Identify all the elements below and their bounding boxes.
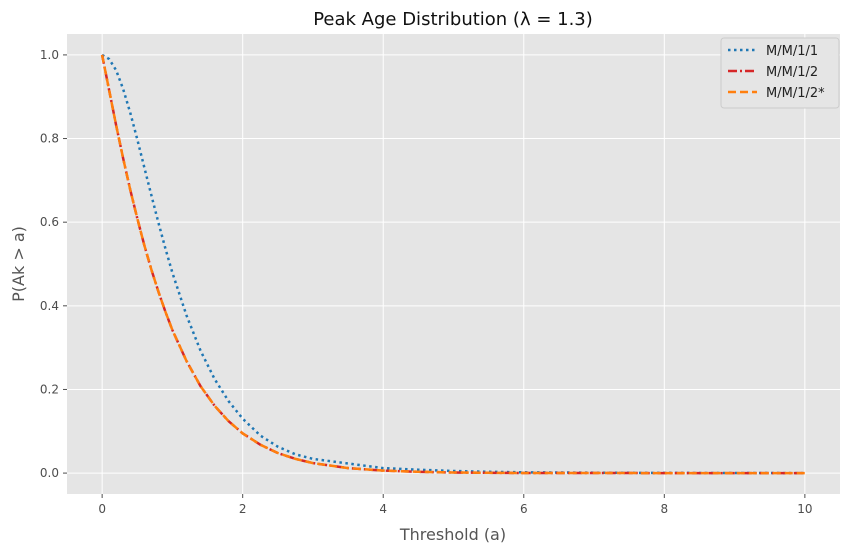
x-tick-label: 0 — [98, 502, 106, 516]
y-axis-label: P(Ak > a) — [9, 226, 28, 302]
y-tick-label: 0.6 — [40, 215, 59, 229]
x-tick-label: 8 — [660, 502, 668, 516]
chart-title: Peak Age Distribution (λ = 1.3) — [313, 9, 593, 30]
y-tick-label: 0.4 — [40, 299, 59, 313]
x-tick-label: 2 — [239, 502, 247, 516]
x-tick-label: 10 — [797, 502, 812, 516]
legend: M/M/1/1 M/M/1/2 M/M/1/2* — [720, 37, 840, 109]
y-tick-label: 1.0 — [40, 48, 59, 62]
y-tick-label: 0.8 — [40, 132, 59, 146]
x-tick-label: 6 — [520, 502, 528, 516]
ticks: 0 2 4 6 8 10 0.0 0.2 0.4 0.6 0.8 1.0 — [40, 48, 813, 516]
y-tick-label: 0.2 — [40, 382, 59, 396]
x-axis-label: Threshold (a) — [399, 525, 506, 544]
x-tick-label: 4 — [379, 502, 387, 516]
plot-area — [67, 34, 840, 494]
legend-label-2: M/M/1/2 — [766, 65, 818, 80]
legend-label-1: M/M/1/1 — [766, 44, 818, 59]
y-tick-label: 0.0 — [40, 466, 59, 480]
legend-box — [720, 37, 840, 109]
series-line-3 — [100, 54, 805, 475]
legend-label-3: M/M/1/2* — [766, 86, 825, 101]
series-line-2 — [100, 54, 805, 475]
series-layer — [100, 53, 805, 475]
